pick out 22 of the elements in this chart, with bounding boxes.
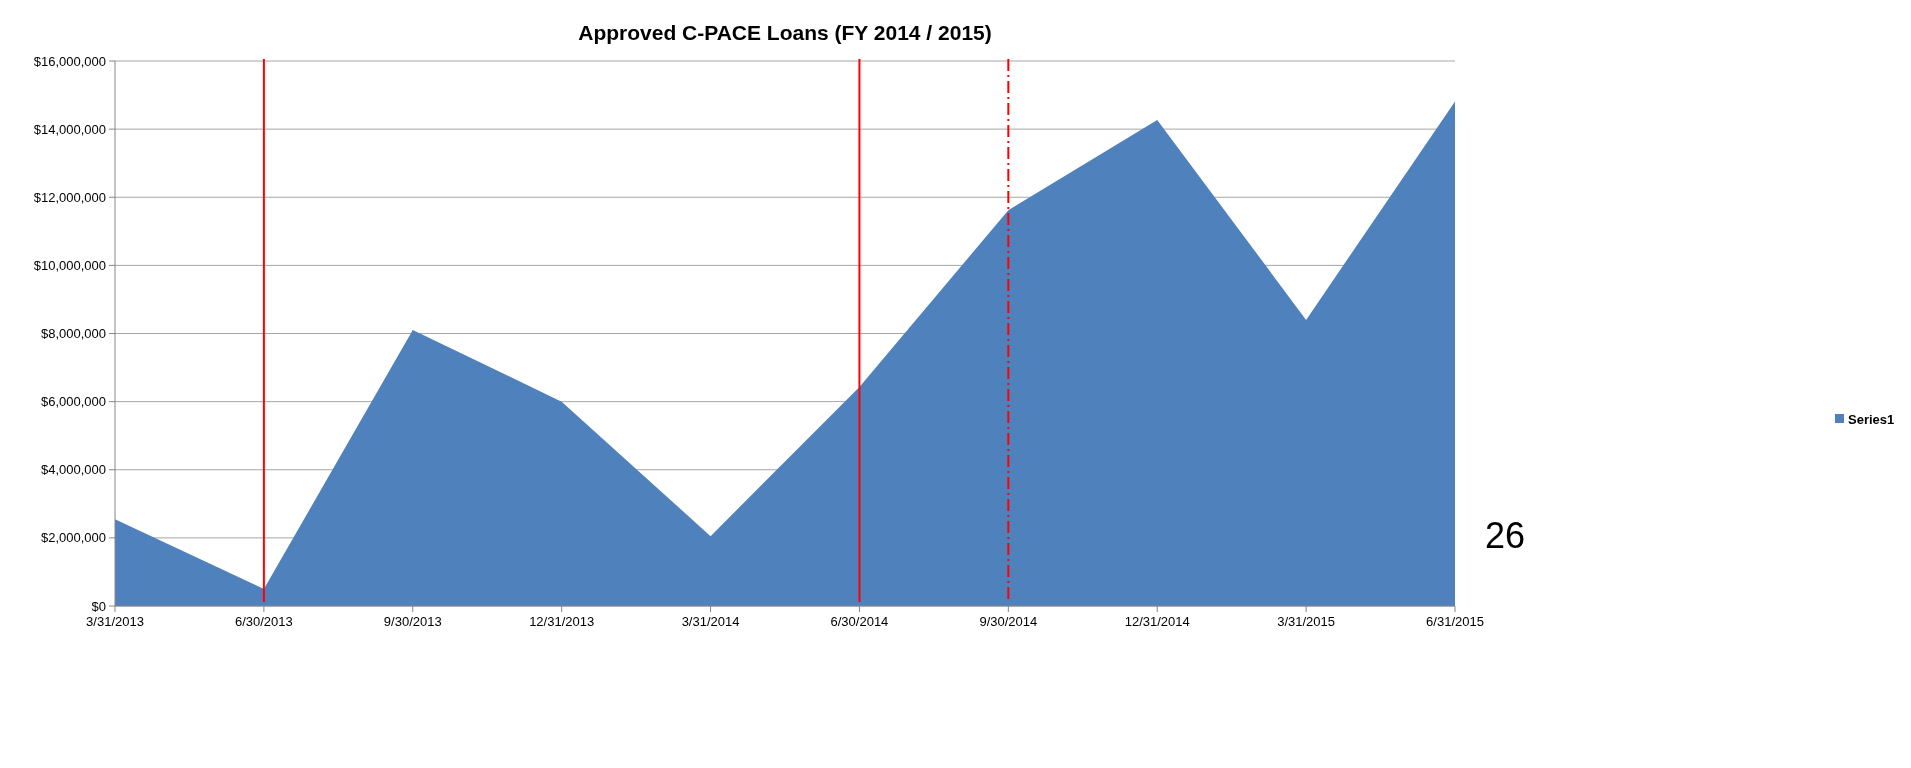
x-tick-label: 6/30/2014 bbox=[830, 614, 889, 629]
y-tick-label: $8,000,000 bbox=[40, 326, 106, 342]
x-tick-label: 9/30/2013 bbox=[383, 614, 442, 629]
x-tick-label: 3/31/2014 bbox=[681, 614, 740, 629]
x-tick-label: 12/31/2014 bbox=[1124, 614, 1190, 629]
x-tick-label: 9/30/2014 bbox=[979, 614, 1038, 629]
legend-label: Series1 bbox=[1848, 411, 1895, 427]
chart-title: Approved C-PACE Loans (FY 2014 / 2015) bbox=[578, 21, 992, 44]
x-tick-label: 6/30/2013 bbox=[234, 614, 293, 629]
x-tick-label: 12/31/2013 bbox=[529, 614, 595, 629]
x-tick-label: 3/31/2013 bbox=[86, 614, 144, 629]
y-tick-label: $4,000,000 bbox=[40, 462, 106, 478]
y-tick-label: $0 bbox=[91, 598, 106, 614]
text: 26 bbox=[1484, 515, 1526, 556]
y-tick-label: $6,000,000 bbox=[40, 394, 106, 410]
y-tick-label: $16,000,000 bbox=[33, 53, 106, 69]
y-tick-label: $10,000,000 bbox=[33, 257, 106, 273]
x-tick-label: 3/31/2015 bbox=[1277, 614, 1336, 629]
y-tick-label: $12,000,000 bbox=[33, 189, 106, 205]
x-tick-label: 6/31/2015 bbox=[1426, 614, 1484, 629]
y-tick-label: $2,000,000 bbox=[40, 530, 106, 546]
y-tick-label: $14,000,000 bbox=[33, 121, 106, 137]
